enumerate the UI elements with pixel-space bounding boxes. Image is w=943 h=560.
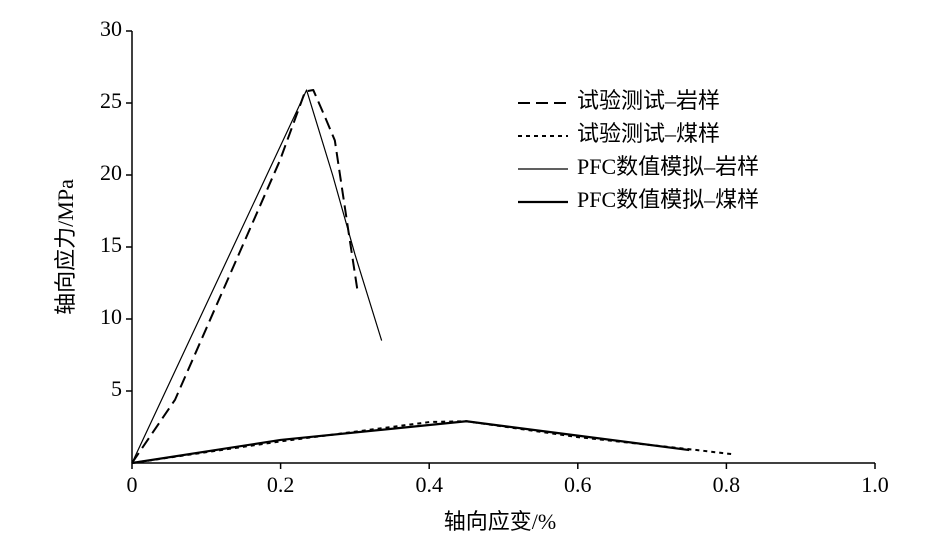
series-line — [131, 420, 734, 464]
y-tick-label: 25 — [100, 88, 122, 113]
legend-label: 试验测试–煤样 — [577, 121, 720, 146]
legend-label: 试验测试–岩样 — [577, 88, 720, 113]
legend-label: PFC数值模拟–煤样 — [577, 187, 759, 212]
x-axis-label: 轴向应变/% — [444, 509, 556, 534]
y-tick-label: 30 — [100, 16, 122, 41]
x-tick-label: 0.6 — [564, 472, 592, 497]
series-line — [131, 420, 690, 465]
x-tick-label: 1.0 — [861, 472, 889, 497]
legend-label: PFC数值模拟–岩样 — [577, 154, 759, 179]
y-tick-label: 5 — [111, 376, 122, 401]
series-line — [131, 89, 383, 464]
y-tick-label: 15 — [100, 232, 122, 257]
y-tick-label: 20 — [100, 160, 122, 185]
y-tick-label: 10 — [100, 304, 122, 329]
x-tick-label: 0 — [127, 472, 138, 497]
x-tick-label: 0.2 — [267, 472, 295, 497]
y-axis-label: 轴向应力/MPa — [53, 179, 78, 315]
series-line — [131, 89, 359, 464]
x-tick-label: 0.4 — [415, 472, 443, 497]
x-tick-label: 0.8 — [713, 472, 741, 497]
